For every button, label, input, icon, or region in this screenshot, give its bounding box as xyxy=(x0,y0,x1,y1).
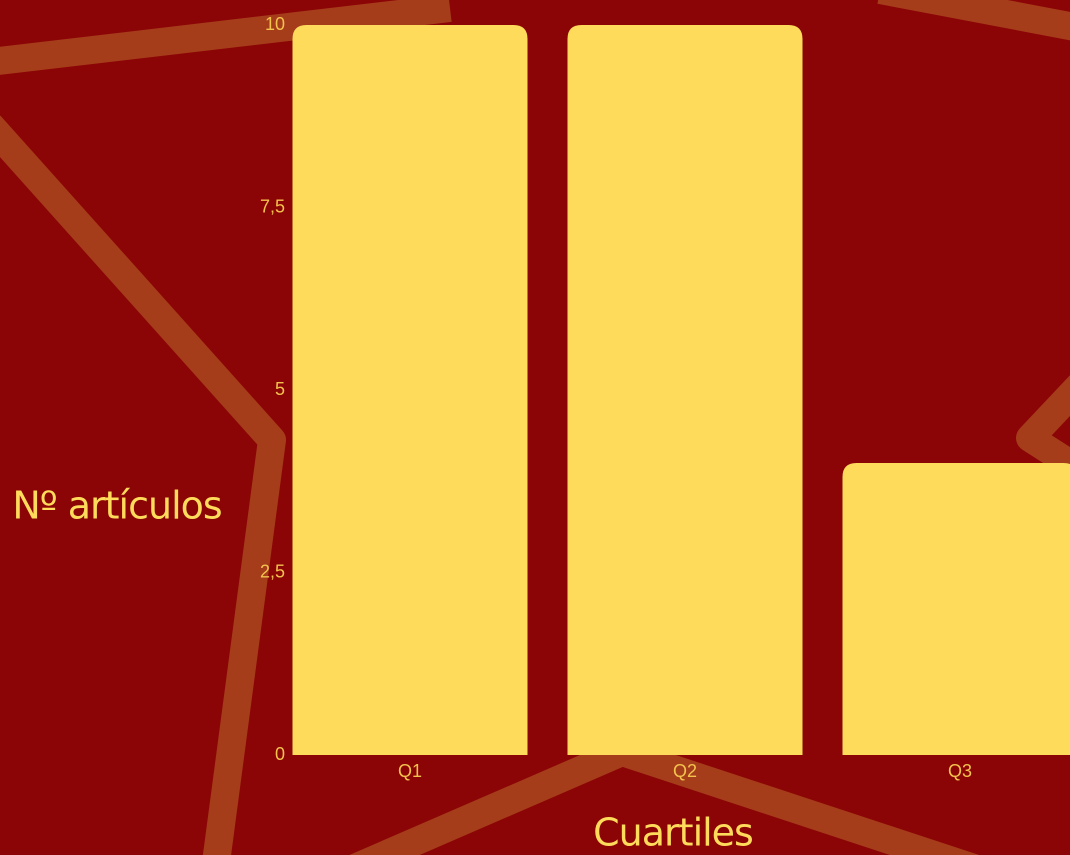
x-tick-label: Q3 xyxy=(948,761,972,781)
bar xyxy=(292,25,528,755)
y-tick-label: 7,5 xyxy=(260,196,285,216)
y-tick-label: 10 xyxy=(265,14,285,34)
bar xyxy=(842,463,1070,755)
y-axis-title: Nº artículos xyxy=(12,484,221,528)
y-tick-label: 0 xyxy=(275,744,285,764)
deco-line xyxy=(1016,375,1070,481)
x-tick-label: Q2 xyxy=(673,761,697,781)
plot-area: 0 2,5 5 7,5 10 Q1 Q2 Q3 xyxy=(260,14,1070,781)
y-tick-label: 2,5 xyxy=(260,561,285,581)
deco-line xyxy=(0,0,452,75)
deco-line xyxy=(0,115,286,855)
x-tick-label: Q1 xyxy=(398,761,422,781)
deco-line xyxy=(877,0,1070,41)
x-axis-title: Cuartiles xyxy=(593,811,753,855)
y-tick-label: 5 xyxy=(275,379,285,399)
bar xyxy=(567,25,803,755)
